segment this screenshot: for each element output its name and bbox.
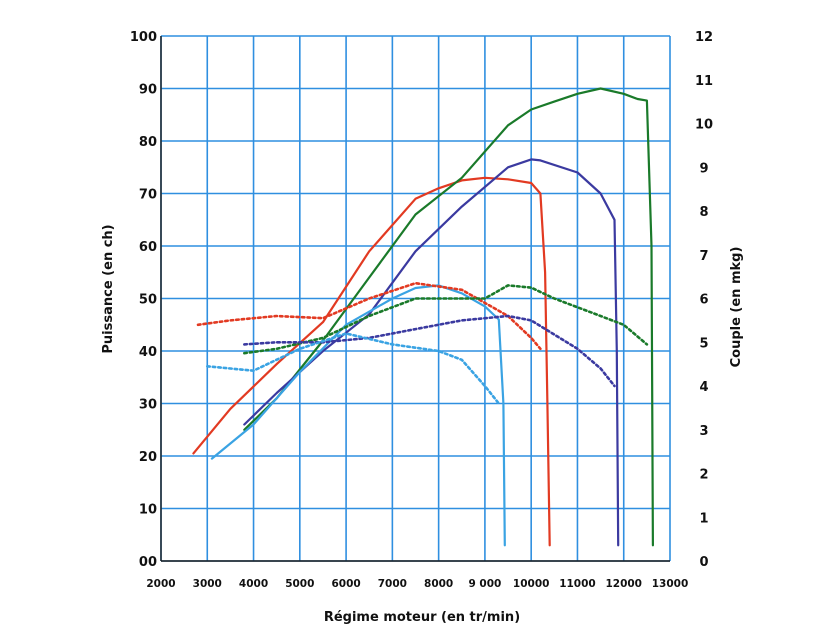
y2-tick-label: 11 — [695, 74, 713, 89]
y-tick-label: 50 — [139, 293, 157, 308]
x-tick-label: 5000 — [285, 578, 314, 590]
y2-tick-label: 7 — [699, 249, 708, 264]
y-tick-label: 00 — [139, 555, 157, 570]
y2-tick-label: 3 — [699, 424, 708, 439]
torque-curve-4 — [196, 281, 542, 351]
torque-curve-5 — [243, 284, 649, 355]
y-tick-label: 90 — [139, 83, 157, 98]
y2-tick-label: 9 — [699, 161, 708, 176]
y2-tick-label: 6 — [699, 293, 708, 308]
x-tick-label: 7000 — [378, 578, 407, 590]
y2-tick-label: 2 — [699, 468, 708, 483]
y-tick-label: 10 — [139, 503, 157, 518]
y-tick-label: 20 — [139, 450, 157, 465]
torque-curve-7 — [206, 332, 501, 405]
y2-tick-label: 4 — [699, 380, 708, 395]
y-tick-label: 40 — [139, 345, 157, 360]
y-tick-label: 60 — [139, 240, 157, 255]
y-tick-label: 80 — [139, 135, 157, 150]
x-tick-label: 11000 — [559, 578, 596, 590]
x-tick-label: 8000 — [424, 578, 453, 590]
y-axis-ticks: 00 10 20 30 40 50 60 70 80 90 100 — [130, 30, 157, 570]
y-tick-label: 100 — [130, 30, 157, 45]
power-curve-3 — [210, 284, 506, 547]
power-curve-0 — [192, 176, 551, 547]
y-axis-title: Puissance (en ch) — [101, 224, 116, 353]
x-tick-label: 4000 — [239, 578, 268, 590]
power-curve-2 — [243, 158, 620, 547]
y-tick-label: 30 — [139, 398, 157, 413]
y2-tick-label: 12 — [695, 30, 713, 45]
y2-tick-label: 0 — [699, 555, 708, 570]
x-axis-title: Régime moteur (en tr/min) — [324, 610, 520, 625]
torque-curve-6 — [243, 314, 616, 388]
y2-tick-label: 8 — [699, 205, 708, 220]
y-tick-label: 70 — [139, 188, 157, 203]
x-tick-label: 2000 — [146, 578, 175, 590]
y2-tick-label: 1 — [699, 511, 708, 526]
x-tick-label: 3000 — [193, 578, 222, 590]
x-tick-label: 10000 — [513, 578, 550, 590]
y2-tick-label: 10 — [695, 118, 713, 133]
y2-tick-label: 5 — [699, 336, 708, 351]
x-axis-ticks: 2000 3000 4000 5000 6000 7000 8000 9 000 10000 11… — [146, 578, 688, 590]
x-tick-label: 9 000 — [468, 578, 501, 590]
x-tick-label: 12000 — [605, 578, 642, 590]
x-tick-label: 13000 — [652, 578, 689, 590]
y2-axis-title: Couple (en mkg) — [729, 247, 744, 368]
series-group — [192, 87, 655, 547]
x-tick-label: 6000 — [331, 578, 360, 590]
